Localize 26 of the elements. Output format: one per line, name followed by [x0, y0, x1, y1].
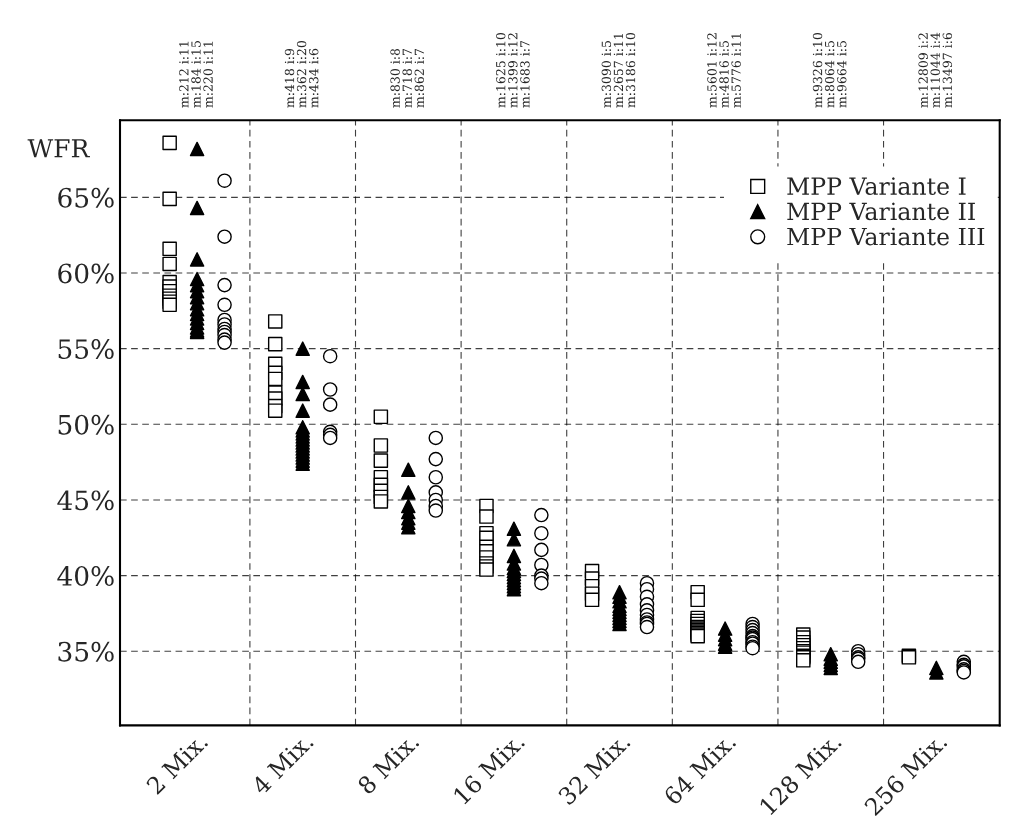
text: m:830 i:8 m:718 i:7 m:862 i:7 [390, 48, 425, 108]
x-tick-label: 64 Mix. [662, 732, 737, 806]
y-axis-title: WFR [27, 139, 90, 158]
y-tick-label: 65% [58, 187, 114, 208]
y-tick-label: 55% [58, 339, 114, 360]
x-tick-label: 8 Mix. [356, 732, 420, 796]
x-tick-label: 32 Mix. [557, 732, 631, 806]
y-tick-label: 40% [57, 566, 114, 586]
text: m:418 i:9 m:362 i:20 m:434 i:6 [284, 40, 319, 108]
legend-label: MPP Variante I [787, 177, 966, 196]
y-tick-label: 45% [57, 490, 114, 511]
text: m:9326 i:10 m:8064 i:5 m:9664 i:5 [812, 32, 847, 108]
y-tick-label: 60% [58, 263, 114, 284]
x-tick-label: 4 Mix. [250, 732, 315, 796]
text: m:1625 i:10 m:1399 i:12 m:1683 i:7 [495, 32, 530, 108]
text: m:5601 i:12 m:4816 i:5 m:5776 i:11 [707, 33, 741, 108]
y-tick-label: 50% [58, 414, 114, 435]
x-tick-label: 16 Mix. [452, 732, 526, 805]
y-tick-label: 35% [58, 641, 114, 662]
text: m:12809 i:2 m:11044 i:4 m:13497 i:6 [918, 32, 953, 108]
legend-label: MPP Variante III [787, 227, 985, 246]
text: m:3090 i:5 m:2657 i:11 m:3186 i:10 [601, 32, 636, 108]
x-tick-label: 2 Mix. [145, 732, 209, 796]
legend-label: MPP Variante II [787, 202, 975, 221]
text: m:212 i:11 m:184 i:15 m:220 i:11 [179, 41, 213, 108]
x-tick-label: 128 Mix. [758, 732, 843, 816]
